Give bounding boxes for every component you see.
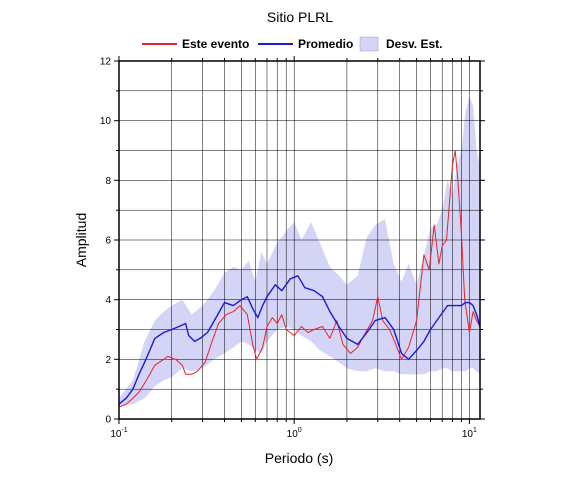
y-axis-label: Amplitud [73, 213, 89, 267]
x-axis-label: Periodo (s) [265, 450, 333, 466]
x-tick-label-base: 10 [462, 429, 474, 440]
x-tick-label-exponent: 1 [473, 427, 477, 434]
x-tick-label: 10-1 [110, 427, 127, 440]
series-layer [118, 150, 481, 408]
chart-title: Sitio PLRL [267, 9, 333, 25]
grid-layer [118, 61, 480, 419]
legend-label-este-evento: Este evento [182, 37, 249, 51]
x-tick-label-exponent: -1 [121, 427, 127, 434]
x-tick-label-exponent: 0 [298, 427, 302, 434]
x-tick-label-base: 10 [110, 429, 122, 440]
y-tick-label: 10 [100, 116, 112, 127]
legend-label-promedio: Promedio [298, 37, 353, 51]
y-tick-label: 8 [105, 176, 111, 187]
tick-layer [114, 56, 485, 424]
y-tick-label: 0 [105, 415, 111, 426]
y-tick-label: 2 [105, 355, 111, 366]
chart-legend: Este evento Promedio Desv. Est. [142, 36, 442, 52]
series-line-este-evento [118, 150, 481, 408]
y-tick-label: 6 [105, 236, 111, 247]
legend-label-desv-est: Desv. Est. [386, 37, 442, 51]
y-tick-label: 12 [100, 57, 112, 68]
legend-swatch-desv-est [359, 36, 379, 52]
y-tick-label: 4 [105, 295, 111, 306]
x-tick-label: 101 [462, 427, 477, 440]
x-tick-label-base: 10 [287, 429, 299, 440]
series-line-promedio [118, 275, 481, 405]
x-tick-label: 100 [287, 427, 302, 440]
